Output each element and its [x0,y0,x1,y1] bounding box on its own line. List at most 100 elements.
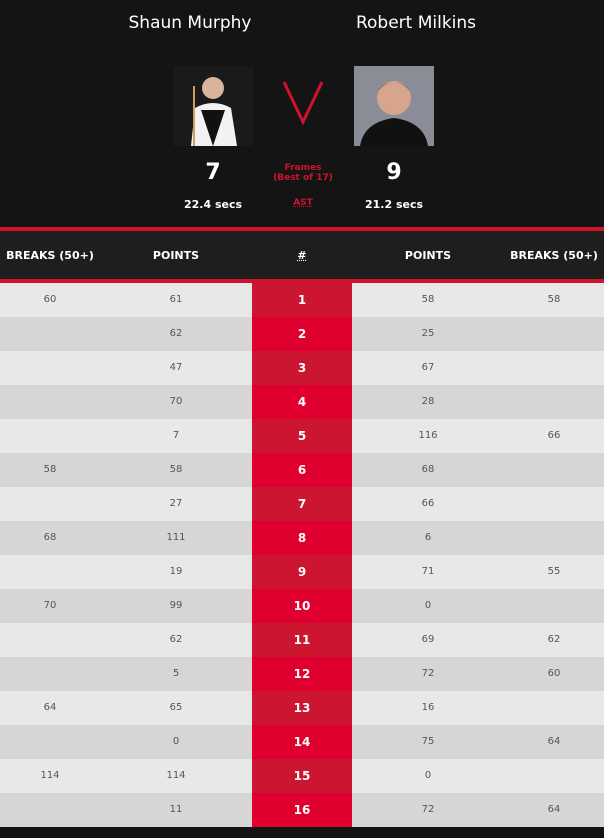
player2-photo [354,66,434,146]
points-p1: 70 [169,396,183,407]
table-row: 70 4 28 [0,385,604,419]
breaks-p1: 70 [43,600,57,611]
points-p1: 5 [172,668,180,679]
points-p1: 27 [169,498,183,509]
breaks-p1: 58 [43,464,57,475]
breaks-p1 [0,351,100,385]
breaks-p1 [0,385,100,419]
table-row: 114 114 15 0 [0,759,604,793]
breaks-p2: 64 [547,736,561,747]
player2-frames: 9 [386,160,402,185]
points-p2: 67 [421,362,435,373]
table-row: 60 61 1 58 58 [0,283,604,317]
points-p1: 19 [169,566,183,577]
points-p1: 114 [166,770,186,781]
player2-name[interactable]: Robert Milkins [355,13,477,33]
table-row: 47 3 67 [0,351,604,385]
frames-title: Frames [284,163,322,173]
points-p2: 69 [421,634,435,645]
breaks-p1 [0,793,100,827]
points-p2: 16 [421,702,435,713]
frame-number: 3 [252,351,352,385]
frame-number: 7 [252,487,352,521]
points-p2: 72 [421,804,435,815]
breaks-p1 [0,623,100,657]
breaks-p1: 64 [43,702,57,713]
table-row: 62 11 69 62 [0,623,604,657]
breaks-p2: 66 [547,430,561,441]
table-row: 19 9 71 55 [0,555,604,589]
header-points-p1: POINTS [152,248,200,262]
player2-ast: 21.2 secs [364,198,424,211]
frame-number: 11 [252,623,352,657]
table-row: 64 65 13 16 [0,691,604,725]
breaks-p2 [504,385,604,419]
points-p2: 66 [421,498,435,509]
frame-number: 2 [252,317,352,351]
points-p2: 28 [421,396,435,407]
table-row: 58 58 6 68 [0,453,604,487]
divider [0,279,604,283]
header-breaks-p1: BREAKS (50+) [6,248,94,262]
points-p2: 0 [424,600,432,611]
frame-number: 5 [252,419,352,453]
breaks-p1 [0,317,100,351]
points-p1: 62 [169,328,183,339]
breaks-p2 [504,487,604,521]
header-points-p2: POINTS [404,248,452,262]
frame-number: 9 [252,555,352,589]
player1-name[interactable]: Shaun Murphy [128,13,252,33]
table-header: BREAKS (50+) POINTS # POINTS BREAKS (50+… [0,231,604,279]
points-p1: 62 [169,634,183,645]
match-header: Shaun Murphy Robert Milkins 7 9 Frames (B… [0,0,604,227]
player1-photo [173,66,253,146]
points-p1: 99 [169,600,183,611]
frames-table: 60 61 1 58 58 62 2 25 47 3 67 70 4 28 7 5 116 66 58 58 6 68 27… [0,283,604,827]
table-row: 27 7 66 [0,487,604,521]
frames-label: Frames (Best of 17) [250,163,356,183]
points-p2: 71 [421,566,435,577]
table-row: 0 14 75 64 [0,725,604,759]
points-p2: 72 [421,668,435,679]
table-row: 70 99 10 0 [0,589,604,623]
breaks-p2: 64 [547,804,561,815]
points-p2: 6 [424,532,432,543]
breaks-p2 [504,521,604,555]
breaks-p2: 62 [547,634,561,645]
breaks-p2 [504,691,604,725]
header-breaks-p2: BREAKS (50+) [510,248,598,262]
header-frame-number[interactable]: # [297,248,307,262]
breaks-p2: 58 [547,294,561,305]
points-p1: 7 [172,430,180,441]
breaks-p2 [504,759,604,793]
best-of: (Best of 17) [273,173,333,183]
breaks-p2 [504,351,604,385]
breaks-p1: 60 [43,294,57,305]
frame-number: 15 [252,759,352,793]
breaks-p1 [0,487,100,521]
frame-number: 13 [252,691,352,725]
breaks-p1 [0,657,100,691]
points-p1: 61 [169,294,183,305]
table-row: 11 16 72 64 [0,793,604,827]
breaks-p1 [0,555,100,589]
frame-number: 6 [252,453,352,487]
points-p1: 0 [172,736,180,747]
ast-label[interactable]: AST [293,198,313,208]
points-p2: 0 [424,770,432,781]
frame-number: 10 [252,589,352,623]
versus-mark [282,81,324,126]
breaks-p2: 60 [547,668,561,679]
frame-number: 1 [252,283,352,317]
player1-ast: 22.4 secs [183,198,243,211]
divider [0,227,604,231]
breaks-p2 [504,453,604,487]
points-p1: 65 [169,702,183,713]
points-p1: 58 [169,464,183,475]
points-p2: 58 [421,294,435,305]
frame-number: 14 [252,725,352,759]
points-p2: 25 [421,328,435,339]
table-row: 68 111 8 6 [0,521,604,555]
breaks-p1 [0,725,100,759]
table-row: 62 2 25 [0,317,604,351]
